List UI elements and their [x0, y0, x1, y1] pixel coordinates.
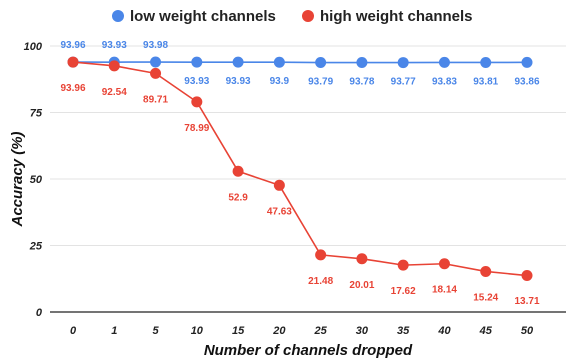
- y-tick-label: 50: [30, 174, 43, 186]
- data-point-low-weight: [480, 56, 492, 68]
- x-tick-label: 1: [111, 325, 117, 337]
- data-label-low-weight: 93.86: [514, 76, 539, 87]
- legend-label-high-weight: high weight channels: [320, 8, 473, 25]
- x-tick-label: 40: [437, 325, 451, 337]
- series-line-high-weight: [72, 61, 528, 277]
- legend-marker-high-weight: [302, 10, 314, 22]
- chart-legend: low weight channels high weight channels: [112, 8, 473, 25]
- x-tick-label: 0: [70, 325, 77, 337]
- data-point-high-weight: [150, 67, 162, 79]
- data-point-high-weight: [67, 56, 79, 68]
- x-tick-label: 30: [356, 325, 369, 337]
- data-point-high-weight: [397, 259, 409, 271]
- data-point-low-weight: [315, 57, 327, 69]
- data-label-high-weight: 20.01: [349, 280, 374, 291]
- legend-marker-low-weight: [112, 10, 124, 22]
- x-tick-label: 25: [314, 325, 328, 337]
- chart-gridlines: [50, 45, 566, 246]
- data-point-high-weight: [108, 60, 120, 72]
- data-point-low-weight: [356, 57, 368, 69]
- x-tick-label: 15: [232, 325, 245, 337]
- data-point-high-weight: [273, 179, 285, 191]
- data-point-low-weight: [150, 56, 162, 68]
- data-label-high-weight: 15.24: [473, 292, 498, 303]
- data-label-high-weight: 47.63: [267, 206, 292, 217]
- data-point-high-weight: [480, 265, 492, 277]
- data-label-low-weight: 93.98: [143, 40, 168, 51]
- data-label-low-weight: 93.77: [391, 77, 416, 88]
- data-point-high-weight: [521, 270, 533, 282]
- data-label-high-weight: 89.71: [143, 94, 168, 105]
- x-axis-ticks: 0 1 5 10 15 20 25 30 35 40 45 50: [70, 325, 534, 337]
- data-label-high-weight: 78.99: [184, 123, 209, 134]
- data-label-high-weight: 18.14: [432, 285, 457, 296]
- data-point-low-weight: [273, 56, 285, 68]
- data-label-high-weight: 21.48: [308, 276, 333, 287]
- data-labels: 93.96 93.93 93.98 93.93 93.93 93.9 93.79 93.78 9…: [60, 40, 539, 307]
- data-label-high-weight: 92.54: [102, 87, 127, 98]
- series-lines: [72, 61, 528, 277]
- y-tick-label: 100: [24, 41, 43, 53]
- x-axis-title: Number of channels dropped: [204, 342, 413, 359]
- y-tick-label: 75: [30, 108, 43, 120]
- data-point-low-weight: [191, 56, 203, 68]
- x-tick-label: 5: [152, 325, 159, 337]
- data-label-low-weight: 93.83: [432, 76, 457, 87]
- series-line-low-weight: [72, 61, 528, 64]
- data-point-high-weight: [438, 258, 450, 270]
- data-point-high-weight: [356, 253, 368, 265]
- data-label-low-weight: 93.78: [349, 77, 374, 88]
- data-label-high-weight: 13.71: [514, 296, 539, 307]
- data-label-low-weight: 93.79: [308, 77, 333, 88]
- x-tick-label: 20: [272, 325, 286, 337]
- legend-label-low-weight: low weight channels: [130, 8, 276, 25]
- data-label-high-weight: 17.62: [391, 286, 416, 297]
- data-point-low-weight: [521, 56, 533, 68]
- data-label-low-weight: 93.93: [184, 76, 209, 87]
- data-point-low-weight: [438, 56, 450, 68]
- data-label-low-weight: 93.96: [60, 40, 85, 51]
- data-point-low-weight: [232, 56, 244, 68]
- data-label-high-weight: 93.96: [60, 83, 85, 94]
- x-tick-label: 10: [191, 325, 204, 337]
- x-tick-label: 45: [479, 325, 493, 337]
- data-label-low-weight: 93.93: [102, 40, 127, 51]
- x-tick-label: 35: [397, 325, 410, 337]
- y-axis-ticks: 0 25 50 75 100: [24, 41, 43, 319]
- y-tick-label: 0: [36, 307, 43, 319]
- y-axis-title: Accuracy (%): [9, 131, 26, 227]
- x-tick-label: 50: [521, 325, 534, 337]
- data-point-high-weight: [191, 96, 203, 108]
- series-points: [67, 56, 533, 282]
- data-label-low-weight: 93.81: [473, 76, 498, 87]
- data-label-high-weight: 52.9: [228, 192, 248, 203]
- data-point-low-weight: [397, 57, 409, 69]
- data-label-low-weight: 93.9: [270, 76, 290, 87]
- data-point-high-weight: [232, 165, 244, 177]
- data-point-high-weight: [315, 249, 327, 261]
- y-tick-label: 25: [29, 241, 43, 253]
- data-label-low-weight: 93.93: [226, 76, 251, 87]
